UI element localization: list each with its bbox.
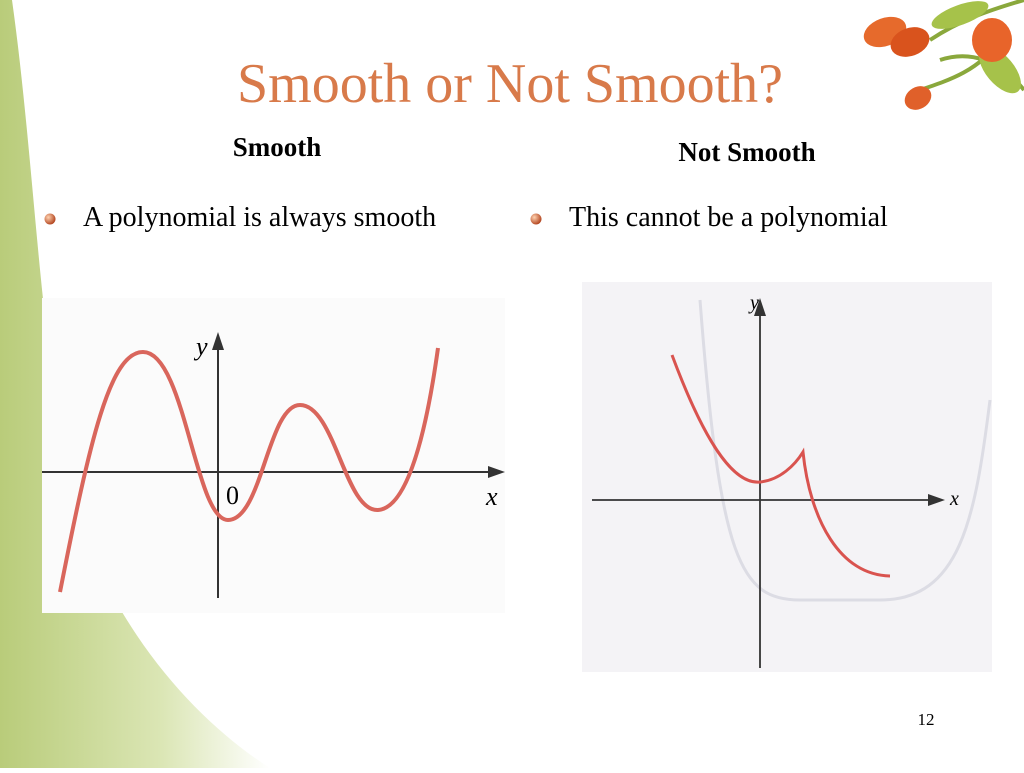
flower-decoration	[863, 0, 1024, 110]
bullet-text: This cannot be a polynomial	[569, 202, 888, 233]
bullet-icon	[530, 213, 542, 225]
page-number: 12	[918, 710, 935, 729]
axis-label: x	[949, 488, 959, 510]
column-heading: Smooth	[233, 132, 322, 162]
origin-label: 0	[226, 481, 239, 510]
axis-label: y	[748, 292, 759, 314]
bullet-icon	[44, 213, 56, 225]
bullet-text: A polynomial is always smooth	[83, 202, 436, 233]
not-smooth-graph: y x	[582, 282, 992, 672]
axis-label: y	[193, 332, 208, 361]
smooth-graph: y 0 x	[42, 298, 505, 613]
axis-label: x	[485, 482, 498, 511]
slide-title: Smooth or Not Smooth?	[237, 53, 783, 115]
column-heading: Not Smooth	[678, 137, 815, 167]
